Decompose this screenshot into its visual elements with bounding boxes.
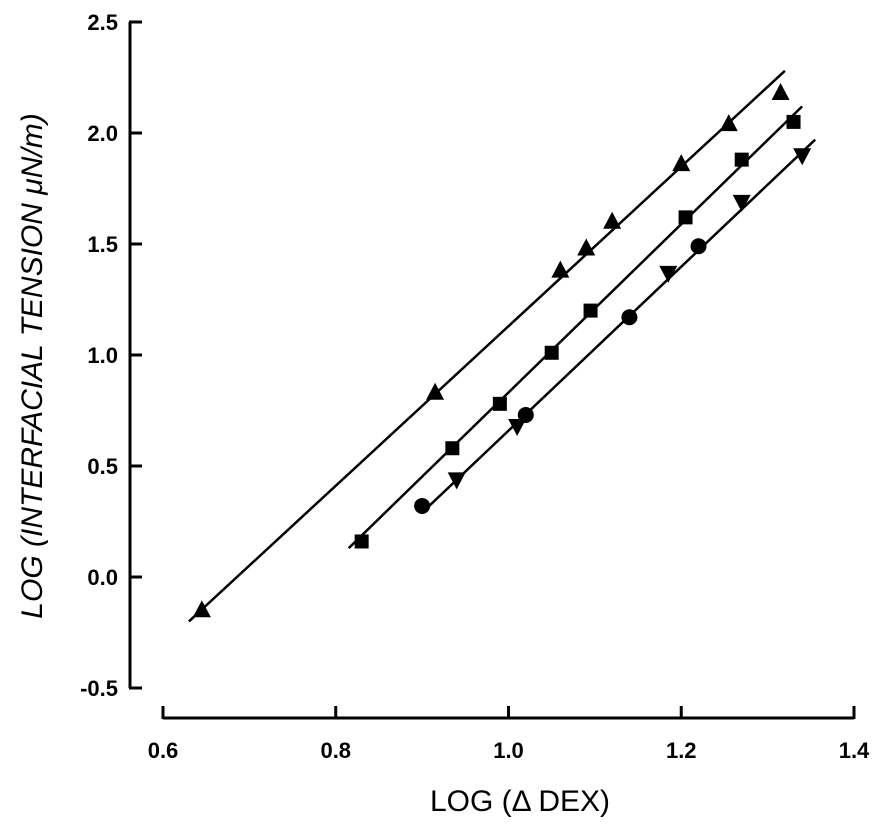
data-point-triangle-up xyxy=(551,260,570,278)
data-point-triangle-down xyxy=(447,472,466,490)
data-points xyxy=(192,83,812,618)
fit-line xyxy=(347,105,804,550)
data-point-circle xyxy=(690,238,707,255)
data-point-square xyxy=(583,303,598,318)
data-point-circle xyxy=(414,497,431,514)
y-tick-label: 0.0 xyxy=(87,565,118,590)
axis-labels: LOG (Δ DEX) LOG (INTERFACIAL TENSION μN/… xyxy=(16,113,610,818)
x-tick-label: 0.8 xyxy=(320,738,351,763)
data-point-triangle-up xyxy=(771,83,790,101)
data-point-square xyxy=(678,210,693,225)
x-tick-label: 0.6 xyxy=(148,738,179,763)
data-point-triangle-up xyxy=(603,211,622,229)
data-point-triangle-down xyxy=(508,419,527,437)
data-point-square xyxy=(544,345,559,360)
y-tick-label: 1.5 xyxy=(87,232,118,257)
fit-line xyxy=(188,69,786,623)
data-point-triangle-up xyxy=(672,154,691,172)
data-point-square xyxy=(354,534,369,549)
data-point-triangle-up xyxy=(719,114,738,132)
fit-line xyxy=(421,138,816,514)
data-point-triangle-down xyxy=(732,194,751,212)
y-tick-label: 2.0 xyxy=(87,121,118,146)
axes: -0.5 0.0 0.5 1.0 1.5 2.0 2.5 0.6 0.8 1.0 1.2 1.4 xyxy=(80,10,870,763)
data-point-triangle-down xyxy=(659,265,678,283)
data-point-triangle-up xyxy=(426,382,445,400)
data-point-triangle-up xyxy=(192,600,211,618)
data-point-square xyxy=(734,152,749,167)
data-point-triangle-up xyxy=(577,238,596,256)
data-point-circle xyxy=(517,406,534,423)
y-axis-title: LOG (INTERFACIAL TENSION μN/m) xyxy=(16,113,49,618)
y-tick-label: 1.0 xyxy=(87,343,118,368)
x-axis-title: LOG (Δ DEX) xyxy=(430,785,610,818)
x-tick-label: 1.2 xyxy=(666,738,697,763)
data-point-square xyxy=(786,114,801,129)
y-tick-label: -0.5 xyxy=(80,676,118,701)
y-tick-label: 0.5 xyxy=(87,454,118,479)
x-tick-label: 1.4 xyxy=(839,738,870,763)
data-point-triangle-down xyxy=(793,148,812,166)
data-point-square xyxy=(492,396,507,411)
y-tick-label: 2.5 xyxy=(87,10,118,35)
x-tick-label: 1.0 xyxy=(493,738,524,763)
data-point-square xyxy=(445,441,460,456)
fit-lines xyxy=(188,69,816,623)
data-point-circle xyxy=(621,309,638,326)
